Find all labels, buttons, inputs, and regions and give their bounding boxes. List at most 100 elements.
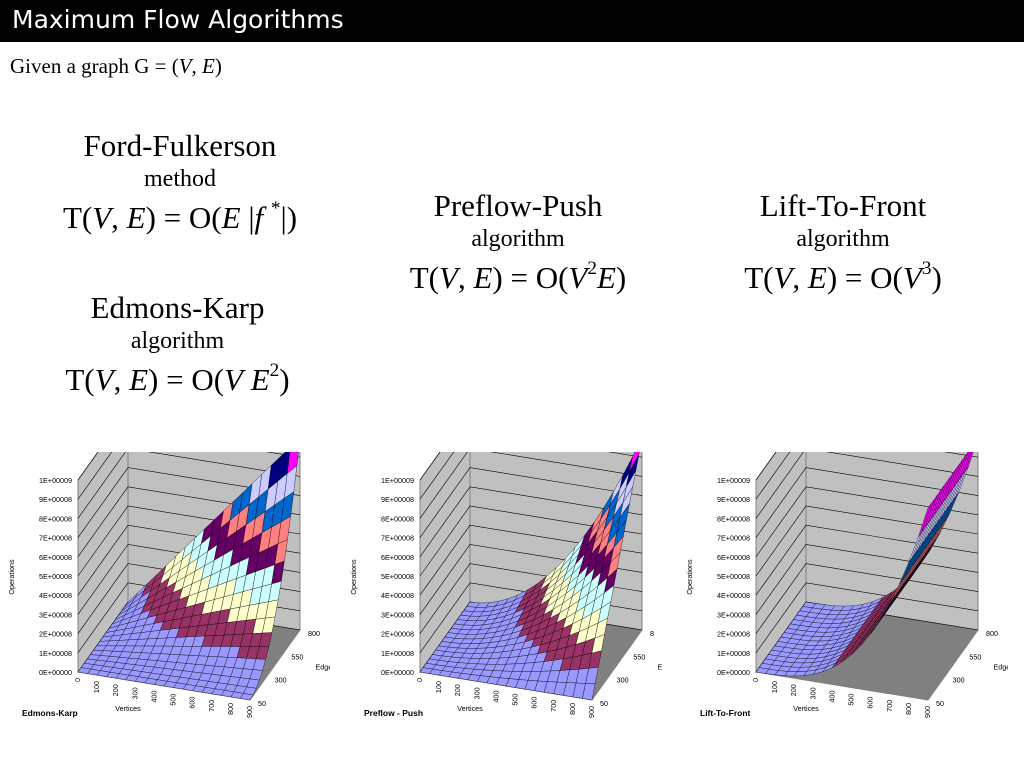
z-tick-label: 1E+00008 <box>381 649 414 658</box>
surface-plot: 0E+00000 1E+00008 2E+00008 3E+00008 4E+00008… <box>349 408 663 718</box>
alg-kind: algorithm <box>471 226 565 252</box>
alg-name: Edmons-Karp <box>90 290 265 325</box>
chart-title: Lift-To-Front <box>700 708 751 718</box>
gridline <box>755 505 979 577</box>
preflow-push-block: Preflow-Push algorithm T(V, E) = O(V2E) <box>378 188 658 298</box>
chart-svg: 0E+00000 1E+00008 2E+00008 3E+00008 4E+00008… <box>7 408 336 718</box>
chart-title: Preflow - Push <box>364 708 423 718</box>
slide-title: Maximum Flow Algorithms <box>12 5 344 34</box>
alg-formula: T(V, E) = O(V3) <box>744 257 942 295</box>
alg-formula: T(V, E) = O(E |f *|) <box>62 197 298 235</box>
z-tick-label: 5E+00008 <box>717 572 750 581</box>
chart-svg: 0E+00000 1E+00008 2E+00008 3E+00008 4E+00008… <box>349 408 663 718</box>
surface-cell <box>918 503 932 537</box>
chart-svg: 0E+00000 1E+00008 2E+00008 3E+00008 4E+00008… <box>685 408 1014 718</box>
z-tick-label: 1E+00008 <box>717 649 750 658</box>
z-tick-label: 8E+00008 <box>39 514 72 523</box>
z-tick-label: 8E+00008 <box>717 514 750 523</box>
chart-lift-to-front: 0E+00000 1E+00008 2E+00008 3E+00008 4E+00008… <box>678 408 1014 737</box>
x-tick-label: 100 <box>92 681 101 693</box>
gridline <box>755 582 979 653</box>
x-axis-label: Vertices <box>115 704 141 713</box>
z-tick-label: 2E+00008 <box>717 630 750 639</box>
z-tick-label: 6E+00008 <box>39 553 72 562</box>
x-tick-label: 500 <box>847 694 856 706</box>
x-tick-label: 900 <box>923 706 932 718</box>
z-axis-label: Operations <box>349 559 358 595</box>
x-tick-label: 900 <box>587 706 596 718</box>
x-tick-label: 500 <box>511 694 520 706</box>
z-tick-label: 3E+00008 <box>717 610 750 619</box>
alg-formula: T(V, E) = O(V2E) <box>409 257 627 295</box>
gridline <box>419 486 643 557</box>
x-tick-label: 600 <box>188 697 197 709</box>
x-tick-label: 100 <box>434 681 443 693</box>
given-e: E <box>202 54 215 78</box>
x-tick-label: 400 <box>827 690 836 702</box>
given-prefix: Given a graph G = ( <box>10 54 179 78</box>
gridline <box>755 486 979 557</box>
given-text: Given a graph G = (V, E) <box>10 54 222 79</box>
alg-name: Preflow-Push <box>433 188 603 223</box>
y-tick-label: 300 <box>275 676 287 685</box>
x-tick-label: 100 <box>770 681 779 693</box>
z-tick-label: 9E+00008 <box>717 495 750 504</box>
gridline <box>419 467 643 538</box>
alg-formula: T(V, E) = O(V E2) <box>65 359 290 397</box>
alg-kind: algorithm <box>130 328 225 354</box>
x-axis-label: Vertices <box>793 704 819 713</box>
alg-name: Lift-To-Front <box>759 188 927 223</box>
z-axis-label: Operations <box>7 559 16 595</box>
x-tick-label: 200 <box>789 684 798 696</box>
z-tick-label: 8E+00008 <box>381 514 414 523</box>
y-tick-label: 300 <box>953 676 965 685</box>
z-tick-label: 0E+00000 <box>717 668 750 677</box>
z-tick-label: 6E+00008 <box>381 553 414 562</box>
z-tick-label: 7E+00008 <box>381 534 414 543</box>
z-axis-label: Operations <box>685 559 694 595</box>
x-tick-label: 800 <box>226 703 235 715</box>
y-tick-label: 300 <box>617 676 629 685</box>
y-tick-label: 50 <box>936 699 944 708</box>
z-tick-label: 4E+00008 <box>717 591 750 600</box>
z-tick-label: 3E+00008 <box>39 610 72 619</box>
z-tick-label: 9E+00008 <box>39 495 72 504</box>
z-tick-label: 4E+00008 <box>381 591 414 600</box>
gridline <box>419 505 643 577</box>
title-bar: Maximum Flow Algorithms <box>0 0 1024 42</box>
z-tick-label: 0E+00000 <box>39 668 72 677</box>
z-tick-label: 9E+00008 <box>381 495 414 504</box>
lift-to-front-block: Lift-To-Front algorithm T(V, E) = O(V3) <box>703 188 983 298</box>
gridline <box>77 467 301 538</box>
x-tick-label: 0 <box>73 678 82 682</box>
y-tick-label: 8 <box>650 629 654 638</box>
z-tick-label: 7E+00008 <box>39 534 72 543</box>
x-tick-label: 400 <box>149 690 158 702</box>
x-tick-label: 400 <box>491 690 500 702</box>
z-tick-label: 1E+00009 <box>39 476 72 485</box>
x-tick-label: 0 <box>751 678 760 682</box>
x-tick-label: 700 <box>885 700 894 712</box>
x-tick-label: 500 <box>169 694 178 706</box>
surface-cell <box>582 683 596 701</box>
x-tick-label: 300 <box>808 687 817 699</box>
z-tick-label: 2E+00008 <box>39 630 72 639</box>
x-tick-label: 200 <box>453 684 462 696</box>
x-tick-label: 700 <box>549 700 558 712</box>
given-v: V <box>178 54 192 78</box>
x-axis-label: Vertices <box>457 704 483 713</box>
surface-plot: 0E+00000 1E+00008 2E+00008 3E+00008 4E+00008… <box>7 408 336 718</box>
z-tick-label: 2E+00008 <box>381 630 414 639</box>
alg-kind: method <box>144 166 216 192</box>
x-tick-label: 200 <box>111 684 120 696</box>
alg-kind: algorithm <box>796 226 890 252</box>
y-tick-label: 50 <box>600 699 608 708</box>
y-axis-label: E <box>658 663 663 672</box>
z-tick-label: 7E+00008 <box>717 534 750 543</box>
chart-title: Edmons-Karp <box>22 708 78 718</box>
given-suffix: ) <box>214 54 222 78</box>
y-tick-label: 550 <box>633 652 645 661</box>
ford-fulkerson-block: Ford-Fulkerson method T(V, E) = O(E |f *… <box>40 128 320 238</box>
z-tick-label: 1E+00009 <box>717 476 750 485</box>
x-tick-label: 600 <box>866 697 875 709</box>
